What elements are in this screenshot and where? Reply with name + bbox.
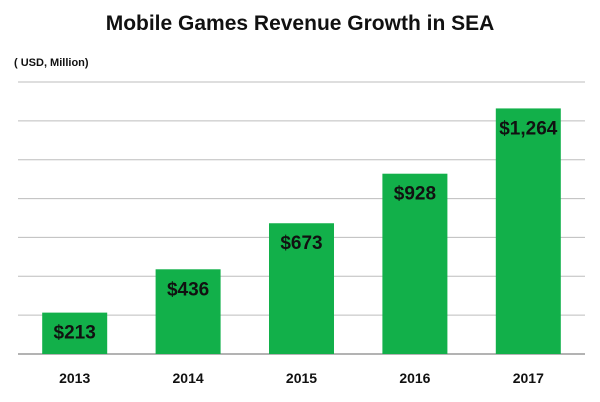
- value-label-2017: $1,264: [499, 118, 558, 139]
- value-labels: $213 $436 $673 $928 $1,264: [54, 118, 558, 343]
- bar-2015: [269, 223, 334, 354]
- value-label-2014: $436: [167, 279, 209, 300]
- bar-2014: [155, 269, 221, 354]
- value-label-2013: $213: [54, 323, 96, 344]
- unit-label: ( USD, Million): [14, 57, 89, 69]
- chart-title: Mobile Games Revenue Growth in SEA: [106, 12, 495, 35]
- value-label-2015: $673: [280, 233, 322, 254]
- value-label-2016: $928: [394, 184, 436, 205]
- bar-2017: [495, 108, 561, 355]
- x-tick-label-2016: 2016: [399, 370, 430, 386]
- x-axis-ticks: 2013 2014 2015 2016 2017: [59, 370, 544, 386]
- x-tick-label-2014: 2014: [173, 370, 204, 386]
- x-tick-label-2017: 2017: [513, 370, 544, 386]
- bar-2016: [382, 173, 448, 354]
- bars: [42, 108, 561, 355]
- x-tick-label-2015: 2015: [286, 370, 317, 386]
- x-tick-label-2013: 2013: [59, 370, 90, 386]
- bar-2013: [42, 312, 108, 354]
